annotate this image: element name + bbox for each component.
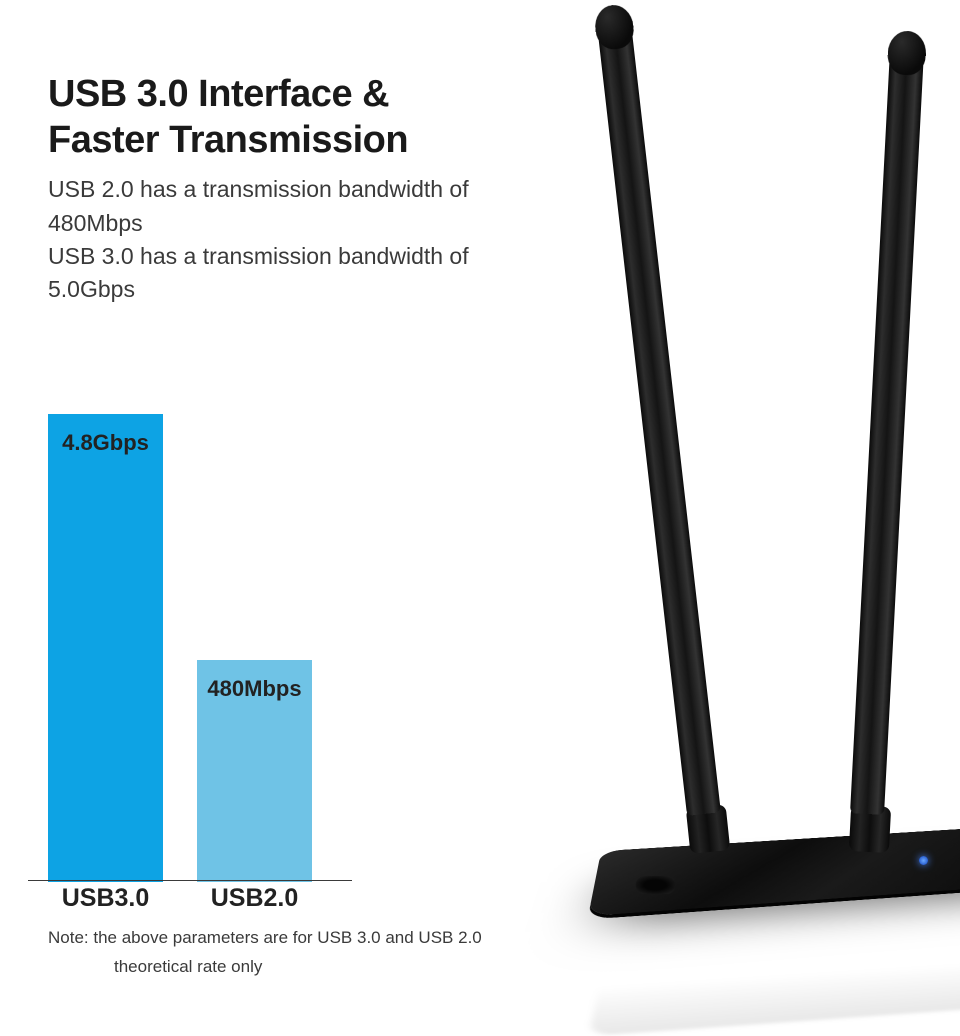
body-line-2: USB 3.0 has a transmission bandwidth of … bbox=[48, 243, 469, 302]
antenna-tip bbox=[593, 3, 636, 51]
bar-value-label: 480Mbps bbox=[197, 676, 312, 702]
heading-line-1: USB 3.0 Interface & bbox=[48, 73, 389, 115]
antenna-icon bbox=[850, 34, 925, 815]
product-base bbox=[600, 802, 960, 932]
bar-wrap: 4.8Gbps bbox=[48, 414, 163, 882]
footnote: Note: the above parameters are for USB 3… bbox=[48, 924, 482, 982]
bar-wrap: 480Mbps bbox=[197, 660, 312, 882]
product-illustration bbox=[510, 70, 960, 1020]
infographic-container: USB 3.0 Interface & Faster Transmission … bbox=[0, 0, 960, 1033]
note-line-2: theoretical rate only bbox=[48, 957, 262, 976]
heading-line-2: Faster Transmission bbox=[48, 119, 408, 161]
chart-axis-labels: USB3.0 USB2.0 bbox=[48, 884, 312, 913]
chart-axis-line bbox=[28, 880, 352, 881]
chart-bar: 4.8Gbps bbox=[48, 414, 163, 882]
chart-bar: 480Mbps bbox=[197, 660, 312, 882]
axis-label: USB3.0 bbox=[48, 884, 163, 913]
bar-value-label: 4.8Gbps bbox=[48, 430, 163, 456]
antenna-icon bbox=[595, 7, 720, 816]
usb-port-icon bbox=[636, 876, 675, 894]
product-base-top bbox=[588, 827, 960, 916]
description-text: USB 2.0 has a transmission bandwidth of … bbox=[48, 173, 528, 306]
axis-label: USB2.0 bbox=[197, 884, 312, 913]
body-line-1: USB 2.0 has a transmission bandwidth of … bbox=[48, 176, 469, 235]
product-reflection bbox=[589, 952, 960, 1036]
antenna-tip bbox=[887, 30, 927, 76]
bar-chart: 4.8Gbps 480Mbps bbox=[48, 412, 312, 882]
note-line-1: Note: the above parameters are for USB 3… bbox=[48, 928, 482, 947]
led-indicator-icon bbox=[919, 856, 928, 865]
